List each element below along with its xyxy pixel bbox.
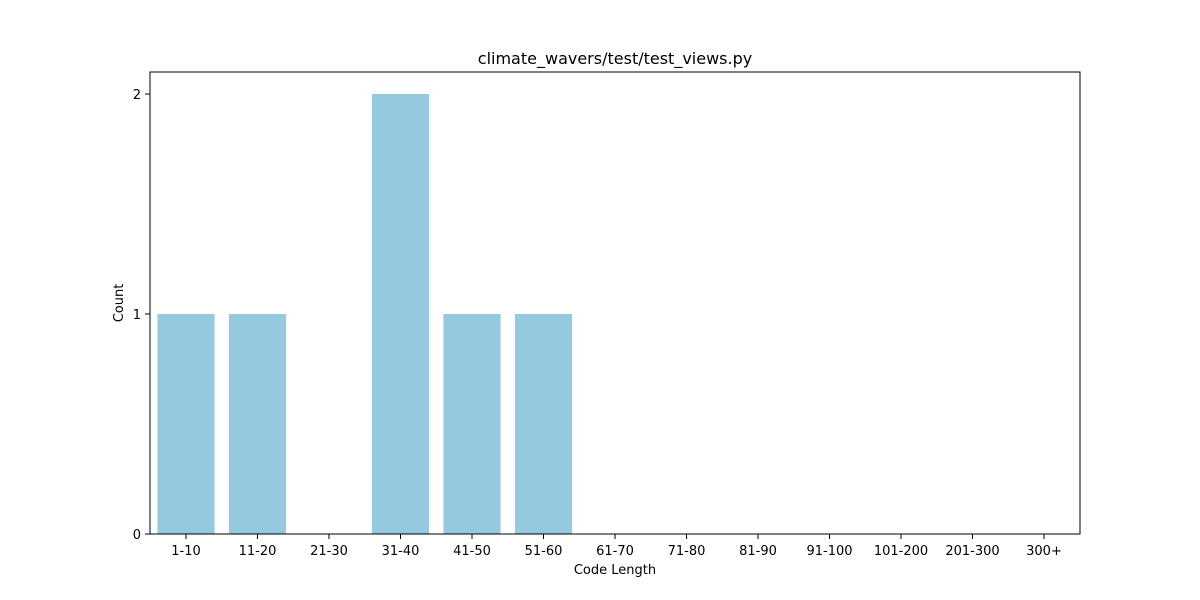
chart-title: climate_wavers/test/test_views.py bbox=[478, 49, 752, 69]
x-tick-label: 101-200 bbox=[874, 544, 928, 559]
bar-1-10 bbox=[157, 314, 215, 534]
x-axis-ticks: 1-10 11-20 21-30 31-40 41-50 51-60 61-70 71-80 8… bbox=[171, 534, 1062, 559]
y-axis-label: Count bbox=[112, 284, 127, 323]
x-tick-label: 71-80 bbox=[668, 544, 706, 559]
x-tick-label: 41-50 bbox=[453, 544, 491, 559]
y-tick-label: 1 bbox=[133, 308, 141, 323]
x-tick-label: 91-100 bbox=[806, 544, 852, 559]
x-tick-label: 21-30 bbox=[310, 544, 348, 559]
bar-31-40 bbox=[371, 94, 430, 534]
x-axis-label: Code Length bbox=[574, 563, 656, 578]
x-tick-label: 1-10 bbox=[171, 544, 201, 559]
x-tick-label: 201-300 bbox=[945, 544, 999, 559]
y-tick-label: 2 bbox=[133, 88, 141, 103]
y-axis-ticks: 0 1 2 bbox=[133, 88, 150, 543]
bar-11-20 bbox=[228, 314, 287, 534]
y-tick-label: 0 bbox=[133, 528, 141, 543]
plot-area-frame bbox=[149, 71, 1081, 535]
bars bbox=[157, 94, 573, 534]
x-tick-label: 300+ bbox=[1026, 544, 1062, 559]
bar-41-50 bbox=[443, 314, 501, 534]
x-tick-label: 51-60 bbox=[525, 544, 563, 559]
bar-51-60 bbox=[514, 314, 573, 534]
x-tick-label: 11-20 bbox=[239, 544, 277, 559]
x-tick-label: 61-70 bbox=[596, 544, 634, 559]
x-tick-label: 31-40 bbox=[382, 544, 420, 559]
x-tick-label: 81-90 bbox=[739, 544, 777, 559]
